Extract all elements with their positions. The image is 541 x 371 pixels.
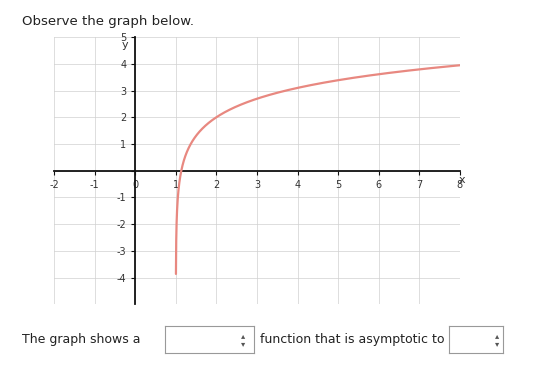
Text: The graph shows a: The graph shows a [22,333,140,346]
Text: Observe the graph below.: Observe the graph below. [22,15,194,28]
Text: x: x [459,175,465,185]
Text: y: y [122,40,128,50]
Text: ▴
▾: ▴ ▾ [241,331,246,348]
Text: function that is asymptotic to: function that is asymptotic to [260,333,444,346]
Text: ▴
▾: ▴ ▾ [494,331,499,348]
